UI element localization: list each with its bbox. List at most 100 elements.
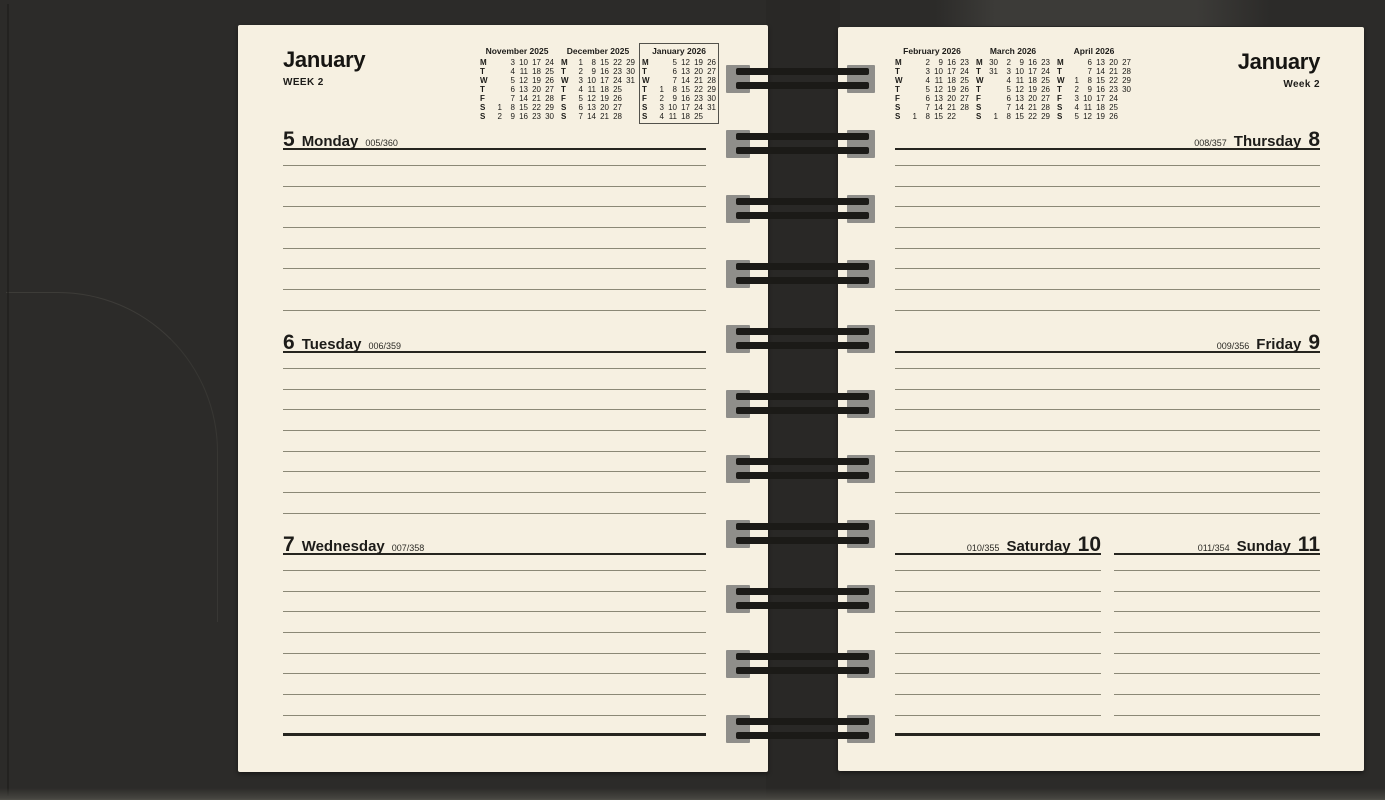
ruled-line (895, 166, 1320, 187)
ruled-line (895, 207, 1320, 229)
mini-calendar-date: 9 (1019, 58, 1024, 67)
mini-calendar-day-letter: M (561, 58, 568, 67)
mini-calendar-date: 26 (707, 58, 716, 67)
section-closing-rule (283, 732, 706, 736)
mini-calendar-day-letter: F (561, 94, 566, 103)
mini-calendar-day-letter: S (642, 112, 648, 121)
mini-calendar-row: S 1 8 15 22 29 (480, 103, 554, 112)
mini-calendar-date: 8 (1006, 112, 1011, 121)
mini-calendar-date: 10 (1015, 67, 1024, 76)
mini-calendar-date: 15 (600, 58, 609, 67)
mini-calendar-date: 18 (1096, 103, 1105, 112)
mini-calendar-date: 4 (1074, 103, 1079, 112)
ruled-line (283, 633, 706, 654)
left-mini-calendars: November 2025 M 3 10 17 24 T 4 11 18 25 W 5 12 19 26 T 6 1… (480, 43, 719, 124)
mini-calendar-day-letter: T (561, 85, 566, 94)
ruled-lines (895, 555, 1101, 716)
mini-calendar-date: 17 (532, 58, 541, 67)
day-of-year: 010/355 (966, 543, 1000, 553)
mini-calendar-row: M 2 9 16 23 (895, 58, 969, 67)
mini-calendar-day-letter: S (561, 103, 567, 112)
binding-ring (723, 260, 883, 288)
mini-calendar-date (985, 94, 998, 103)
mini-calendar-date: 2 (1074, 85, 1079, 94)
mini-calendar-date (622, 103, 635, 112)
mini-calendar-day-letter: W (561, 76, 569, 85)
mini-calendar-date: 24 (694, 103, 703, 112)
mini-calendar-date (985, 76, 998, 85)
ruled-line (895, 452, 1320, 473)
mini-calendar-date: 21 (1028, 103, 1037, 112)
mini-calendar: April 2026 M 6 13 20 27 T 7 14 21 28 W 1 8 15 22 29 T 2 9 16… (1057, 46, 1131, 121)
day-header: 7 Wednesday 007/358 (283, 534, 706, 555)
ruled-line (283, 353, 706, 369)
day-section: 5 Monday 005/360 (283, 129, 706, 311)
binding-wire (736, 147, 869, 154)
ruled-line (283, 249, 706, 270)
mini-calendar: January 2026 M 5 12 19 26 T 6 13 20 27 W 7 14 21 28 T 1 8 1… (639, 43, 719, 124)
mini-calendar-date: 1 (993, 112, 998, 121)
mini-calendar-date: 12 (587, 94, 596, 103)
mini-calendar-row: S 3 10 17 24 31 (642, 103, 716, 112)
mini-calendar-date: 26 (960, 85, 969, 94)
cover-pocket-corner (6, 292, 218, 622)
ruled-line (895, 390, 1320, 411)
mini-calendar-day-letter: M (642, 58, 649, 67)
mini-calendar-date: 3 (925, 67, 930, 76)
mini-calendar-date: 26 (545, 76, 554, 85)
ruled-line (283, 269, 706, 291)
right-mini-calendars: February 2026 M 2 9 16 23 T 3 10 17 24 W 4 11 18 25 T 5 12… (895, 46, 1131, 121)
mini-calendar-day-letter: F (976, 94, 981, 103)
mini-calendar-date: 8 (672, 85, 677, 94)
binding-wire (736, 653, 869, 660)
ruled-line (1114, 571, 1320, 592)
binding-wire (736, 588, 869, 595)
mini-calendar-date: 15 (519, 103, 528, 112)
ruled-line (283, 555, 706, 571)
mini-calendar-day-letter: M (895, 58, 902, 67)
mini-calendar-date: 29 (1041, 112, 1050, 121)
mini-calendar-date: 6 (1006, 94, 1011, 103)
mini-calendar-date: 8 (1087, 76, 1092, 85)
ruled-line (895, 472, 1320, 494)
mini-calendar-date: 5 (510, 76, 515, 85)
ruled-line (895, 633, 1101, 654)
mini-calendar-date: 8 (510, 103, 515, 112)
binding-ring (723, 455, 883, 483)
mini-calendar-date: 18 (681, 112, 690, 121)
mini-calendar-date (622, 94, 635, 103)
month-title: January (1237, 49, 1321, 74)
mini-calendar-title: January 2026 (652, 46, 706, 56)
mini-calendar-date: 30 (707, 94, 716, 103)
mini-calendar-day-letter: F (642, 94, 647, 103)
right-month-block: January Week 2 (1237, 49, 1321, 90)
mini-calendar-date: 28 (1122, 67, 1131, 76)
mini-calendar-date: 27 (1041, 94, 1050, 103)
binding-wire (736, 407, 869, 414)
day-of-year: 008/357 (1194, 138, 1227, 148)
ruled-lines (895, 353, 1320, 514)
day-header: 011/354 Sunday 11 (1114, 534, 1320, 555)
mini-calendar-date (956, 112, 969, 121)
mini-calendar-date: 31 (626, 76, 635, 85)
ruled-line (895, 493, 1320, 514)
mini-calendar-date: 5 (925, 85, 930, 94)
mini-calendar-date: 9 (672, 94, 677, 103)
mini-calendar-date: 3 (659, 103, 664, 112)
mini-calendar-date: 4 (1006, 76, 1011, 85)
binding-wire (736, 342, 869, 349)
mini-calendar-date: 13 (519, 85, 528, 94)
ruled-line (895, 555, 1101, 571)
ruled-line (1114, 674, 1320, 696)
mini-calendar-row: M 6 13 20 27 (1057, 58, 1131, 67)
binding-wire (736, 458, 869, 465)
day-name: Wednesday (301, 538, 385, 555)
ruled-line (895, 150, 1320, 166)
ruled-line (283, 674, 706, 696)
mini-calendar-day-letter: T (1057, 85, 1062, 94)
mini-calendar-date: 26 (613, 94, 622, 103)
binding-wire (736, 718, 869, 725)
mini-calendar-date: 22 (1028, 112, 1037, 121)
mini-calendar-date: 24 (545, 58, 554, 67)
day-section: 010/355 Saturday 10 011/354 Sunday 11 (895, 534, 1320, 736)
